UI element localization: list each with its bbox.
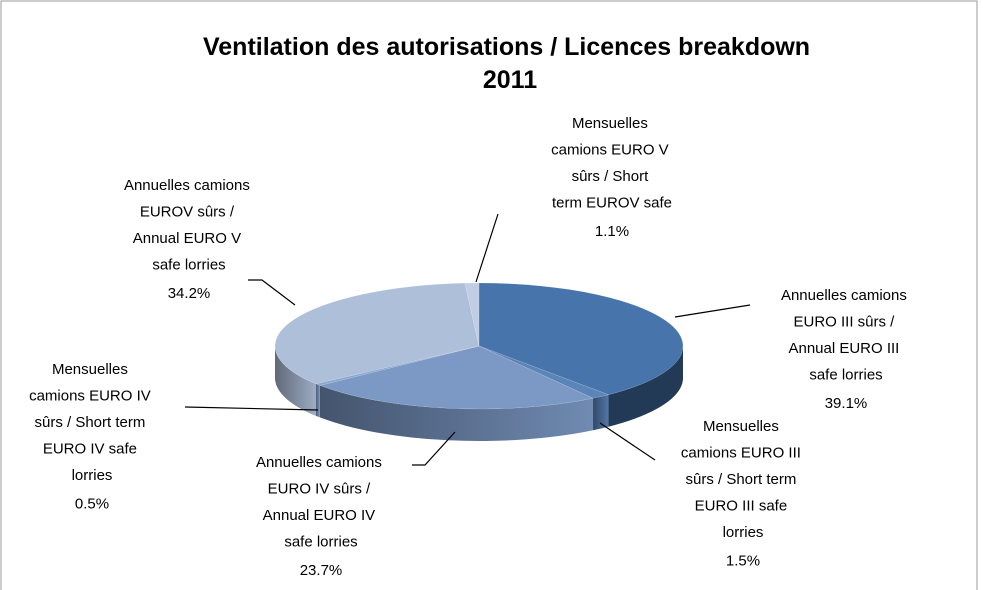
text-line: Mensuelles <box>572 115 652 132</box>
text-line: EUROV sûrs / <box>140 204 238 221</box>
data-label-name: Annuelles camions EURO IV sûrs / Annual … <box>256 454 386 551</box>
text-line: camions EURO IV <box>29 388 155 405</box>
text-line: Annual EURO V <box>133 230 246 247</box>
data-label-name: Annuelles camions EURO III sûrs / Annual… <box>781 287 911 384</box>
text-line: safe lorries <box>809 367 882 384</box>
text-line: Annuelles camions <box>781 287 911 304</box>
slice-top <box>464 282 480 347</box>
pie-slice <box>274 282 480 416</box>
text-line: Annual EURO IV <box>263 507 380 524</box>
text-line: safe lorries <box>152 257 225 274</box>
text-line: camions EURO III <box>681 445 805 462</box>
text-line: sûrs / Short term <box>34 414 149 431</box>
pie-slice <box>464 282 480 347</box>
text-line: Mensuelles <box>703 418 783 435</box>
slice-top <box>274 282 480 385</box>
pie-slice <box>478 282 684 427</box>
leader-line <box>599 422 656 461</box>
slice-top <box>478 282 684 395</box>
text-line: sûrs / Short <box>572 168 653 185</box>
slice-top <box>315 345 480 386</box>
text-line: camions EURO V <box>551 142 673 159</box>
text-line: EURO IV safe <box>43 441 141 458</box>
slice-top <box>319 345 594 410</box>
data-label-value: 39.1% <box>825 395 868 412</box>
data-label-name: Mensuelles camions EURO IV sûrs / Short … <box>29 361 155 484</box>
chart-title: Ventilation des autorisations / Licences… <box>203 33 817 94</box>
pie-slice <box>478 345 610 431</box>
text-line: Annual EURO III <box>788 340 903 357</box>
leader-line <box>412 431 456 466</box>
leader-line <box>248 279 296 306</box>
slice-side <box>315 383 320 418</box>
text-line: sûrs / Short term <box>685 471 800 488</box>
text-line: Ventilation des autorisations / Licences… <box>203 33 817 61</box>
text-line: EURO III safe <box>695 498 792 515</box>
data-label-value: 1.5% <box>726 553 760 570</box>
text-line: safe lorries <box>284 534 357 551</box>
data-label-name: Mensuelles camions EURO III sûrs / Short… <box>681 418 805 541</box>
slice-side <box>319 385 594 441</box>
slice-top <box>478 345 610 399</box>
slice-side <box>593 394 609 431</box>
leader-line <box>184 406 319 411</box>
data-label-value: 0.5% <box>75 496 109 513</box>
text-line: 2011 <box>483 66 537 94</box>
text-line: term EUROV safe <box>552 195 672 212</box>
data-label-value: 34.2% <box>168 285 211 302</box>
pie-slice <box>315 345 480 418</box>
text-line: lorries <box>72 467 113 484</box>
data-label-value: 23.7% <box>300 562 343 579</box>
data-label-name: Annuelles camions EUROV sûrs / Annual EU… <box>124 177 254 274</box>
leader-line <box>674 304 751 318</box>
text-line: Annuelles camions <box>256 454 386 471</box>
text-line: EURO IV sûrs / <box>268 481 375 498</box>
text-line: Mensuelles <box>52 361 132 378</box>
data-label-value: 1.1% <box>595 223 629 240</box>
slice-side <box>275 346 316 416</box>
text-line: Annuelles camions <box>124 177 254 194</box>
text-line: EURO III sûrs / <box>793 314 898 331</box>
slice-side <box>608 346 683 427</box>
leader-line <box>475 213 499 283</box>
pie-slice <box>319 345 594 441</box>
data-label-name: Mensuelles camions EURO V sûrs / Short t… <box>551 115 673 212</box>
text-line: lorries <box>723 524 764 541</box>
